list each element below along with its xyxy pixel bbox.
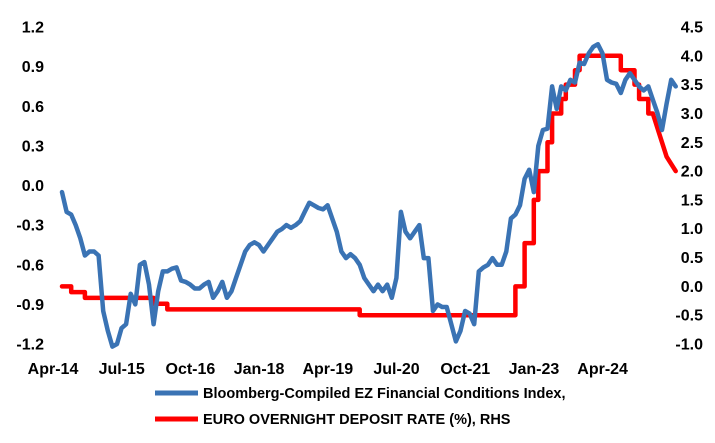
y-right-tick-label: 2.5 <box>681 135 703 152</box>
y-left-tick-label: 0.6 <box>22 99 44 116</box>
y-right-tick-label: 1.0 <box>681 221 703 238</box>
y-right-tick-label: 1.5 <box>681 192 703 209</box>
y-right-tick-label: -0.5 <box>675 308 703 325</box>
y-right-tick-label: 0.5 <box>681 250 703 267</box>
y-left-tick-label: -1.2 <box>16 337 44 354</box>
y-left-tick-label: -0.9 <box>16 297 44 314</box>
y-left-tick-label: 1.2 <box>22 20 44 37</box>
x-tick-label: Apr-14 <box>28 361 79 378</box>
x-tick-label: Oct-21 <box>440 361 490 378</box>
y-right-tick-label: 0.0 <box>681 279 703 296</box>
x-tick-label: Apr-19 <box>302 361 353 378</box>
left-axis: 1.2 0.9 0.6 0.3 0.0 -0.3 -0.6 -0.9 -1.2 <box>16 20 44 354</box>
x-axis: Apr-14 Jul-15 Oct-16 Jan-18 Apr-19 Jul-20 Oct-… <box>28 361 628 378</box>
legend-label-fci: Bloomberg-Compiled EZ Financial Conditio… <box>203 386 566 402</box>
x-tick-label: Apr-24 <box>577 361 628 378</box>
right-axis: 4.5 4.0 3.5 3.0 2.5 2.0 1.5 1.0 0.5 0.0 -0.5 -1.0 <box>675 20 703 354</box>
y-left-tick-label: 0.0 <box>22 178 44 195</box>
series-line-deposit-rate <box>59 53 678 318</box>
x-tick-label: Jul-15 <box>99 361 145 378</box>
y-right-tick-label: 2.0 <box>681 164 703 181</box>
x-tick-label: Oct-16 <box>166 361 216 378</box>
y-left-tick-label: -0.6 <box>16 257 44 274</box>
series-layer <box>59 41 678 349</box>
legend-label-deposit-rate: EURO OVERNIGHT DEPOSIT RATE (%), RHS <box>203 412 511 428</box>
y-left-tick-label: 0.3 <box>22 138 44 155</box>
series-line-fci <box>59 41 678 349</box>
y-right-tick-label: 3.0 <box>681 106 703 123</box>
x-tick-label: Jan-23 <box>509 361 560 378</box>
y-right-tick-label: 3.5 <box>681 77 703 94</box>
x-tick-label: Jan-18 <box>234 361 285 378</box>
legend: Bloomberg-Compiled EZ Financial Conditio… <box>155 386 566 428</box>
x-tick-label: Jul-20 <box>373 361 419 378</box>
y-right-tick-label: 4.5 <box>681 20 703 37</box>
y-left-tick-label: -0.3 <box>16 218 44 235</box>
y-right-tick-label: 4.0 <box>681 48 703 65</box>
y-right-tick-label: -1.0 <box>675 337 703 354</box>
y-left-tick-label: 0.9 <box>22 59 44 76</box>
